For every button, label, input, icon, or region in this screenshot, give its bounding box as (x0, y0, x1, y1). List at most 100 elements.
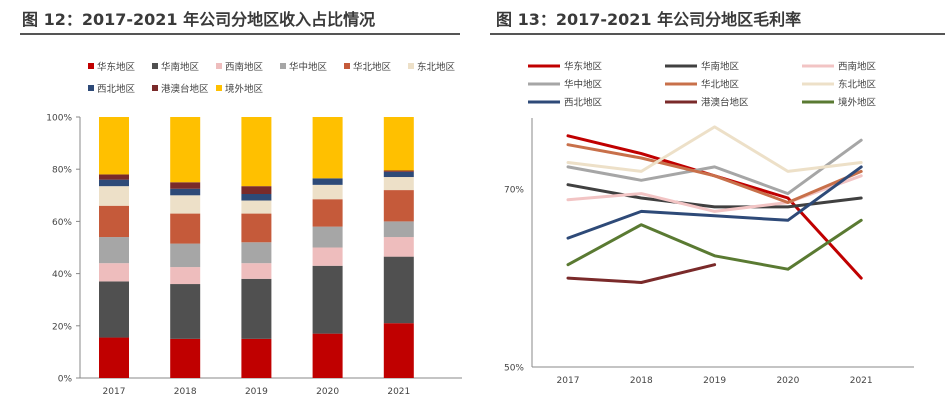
bar-segment (99, 205, 129, 238)
revenue-share-chart-panel: 图 12：2017-2021 年公司分地区收入占比情况 华东地区 华南地区 西南地区… (0, 0, 470, 401)
bar-segment (99, 117, 129, 175)
series-line (566, 165, 863, 240)
bar-segment (170, 213, 201, 244)
bar-segment (170, 284, 201, 339)
legend-label: 西南地区 (225, 61, 264, 73)
bar-segment (383, 171, 414, 178)
bar-segment (383, 256, 414, 324)
legend-swatch (152, 63, 158, 69)
bar-segment (170, 188, 201, 196)
bar-segment (99, 179, 129, 187)
y-tick-label: 100% (46, 114, 72, 124)
bar-segment (312, 265, 343, 334)
series-line (566, 218, 863, 271)
bar-segment (383, 177, 414, 191)
x-tick-label: 2021 (387, 387, 410, 397)
legend-swatch (344, 63, 350, 69)
legend-label: 东北地区 (417, 61, 456, 73)
legend-swatch (216, 85, 222, 91)
bar-segment (383, 323, 414, 378)
y-tick-label: 0% (58, 375, 73, 385)
bar-segment (170, 195, 201, 214)
y-tick-label: 20% (52, 322, 72, 332)
x-tick-label: 2020 (316, 387, 339, 397)
bar-segment (241, 338, 272, 378)
y-tick-label: 80% (52, 166, 72, 176)
series-line (566, 143, 863, 204)
legend-swatch (216, 63, 222, 69)
bar-segment (241, 200, 272, 214)
x-tick-label: 2019 (245, 387, 268, 397)
legend-label: 华中地区 (289, 61, 328, 73)
bar-segment (241, 213, 272, 243)
bar-segment (241, 263, 272, 279)
bar-segment (312, 199, 343, 227)
y-tick-label: 70% (504, 186, 524, 196)
x-tick-label: 2019 (703, 376, 726, 386)
legend-label: 东北地区 (838, 79, 877, 91)
legend-label: 境外地区 (225, 83, 264, 95)
bar-segment (170, 338, 201, 378)
legend-swatch (408, 63, 414, 69)
bar-segment (99, 281, 129, 338)
bar-segment (312, 226, 343, 248)
legend-label: 华东地区 (564, 61, 603, 73)
chart-title: 图 12：2017-2021 年公司分地区收入占比情况 (22, 10, 376, 29)
legend-label: 华南地区 (701, 61, 740, 73)
legend-label: 境外地区 (838, 97, 877, 109)
legend-label: 华东地区 (97, 61, 136, 73)
bar-segment (241, 186, 272, 194)
bar-segment (170, 117, 201, 183)
legend-label: 港澳台地区 (161, 83, 209, 95)
bar-segment (312, 117, 343, 179)
bar-segment (383, 117, 414, 171)
x-tick-label: 2017 (103, 387, 126, 397)
bar-segment (312, 333, 343, 378)
legend-label: 西北地区 (564, 97, 603, 109)
y-tick-label: 60% (52, 218, 72, 228)
legend-label: 华中地区 (564, 79, 603, 91)
legend-swatch (88, 85, 94, 91)
chart-title: 图 13：2017-2021 年公司分地区毛利率 (496, 10, 802, 29)
bar-segment (170, 267, 201, 285)
legend-swatch (280, 63, 286, 69)
legend-label: 西北地区 (97, 83, 136, 95)
bar-segment (312, 178, 343, 185)
legend-swatch (88, 63, 94, 69)
bar-segment (99, 237, 129, 264)
bar-segment (170, 243, 201, 268)
x-tick-label: 2018 (174, 387, 197, 397)
bar-segment (241, 242, 272, 264)
x-tick-label: 2017 (557, 376, 580, 386)
x-tick-label: 2018 (630, 376, 653, 386)
bar-segment (241, 117, 272, 187)
title-divider (490, 33, 945, 35)
bar-segment (383, 190, 414, 222)
legend-label: 港澳台地区 (701, 97, 749, 109)
legend-label: 西南地区 (838, 61, 877, 73)
bar-segment (99, 263, 129, 282)
bar-segment (312, 247, 343, 266)
legend-label: 华北地区 (353, 61, 392, 73)
x-tick-label: 2021 (850, 376, 873, 386)
series-line (566, 138, 863, 196)
bar-segment (241, 193, 272, 201)
series-line (566, 125, 863, 173)
bar-segment (99, 186, 129, 206)
x-tick-label: 2020 (776, 376, 799, 386)
legend-label: 华北地区 (701, 79, 740, 91)
title-divider (20, 33, 460, 35)
series-line (566, 263, 717, 284)
legend-label: 华南地区 (161, 61, 200, 73)
legend-swatch (152, 85, 158, 91)
bar-segment (241, 278, 272, 339)
bar-segment (99, 337, 129, 378)
gross-margin-chart-panel: 图 13：2017-2021 年公司分地区毛利率 华东地区 华南地区 西南地区华中地… (482, 0, 951, 401)
y-tick-label: 40% (52, 270, 72, 280)
bar-segment (170, 182, 201, 189)
bar-segment (383, 237, 414, 257)
y-tick-label: 50% (504, 364, 524, 374)
bar-segment (383, 170, 414, 172)
